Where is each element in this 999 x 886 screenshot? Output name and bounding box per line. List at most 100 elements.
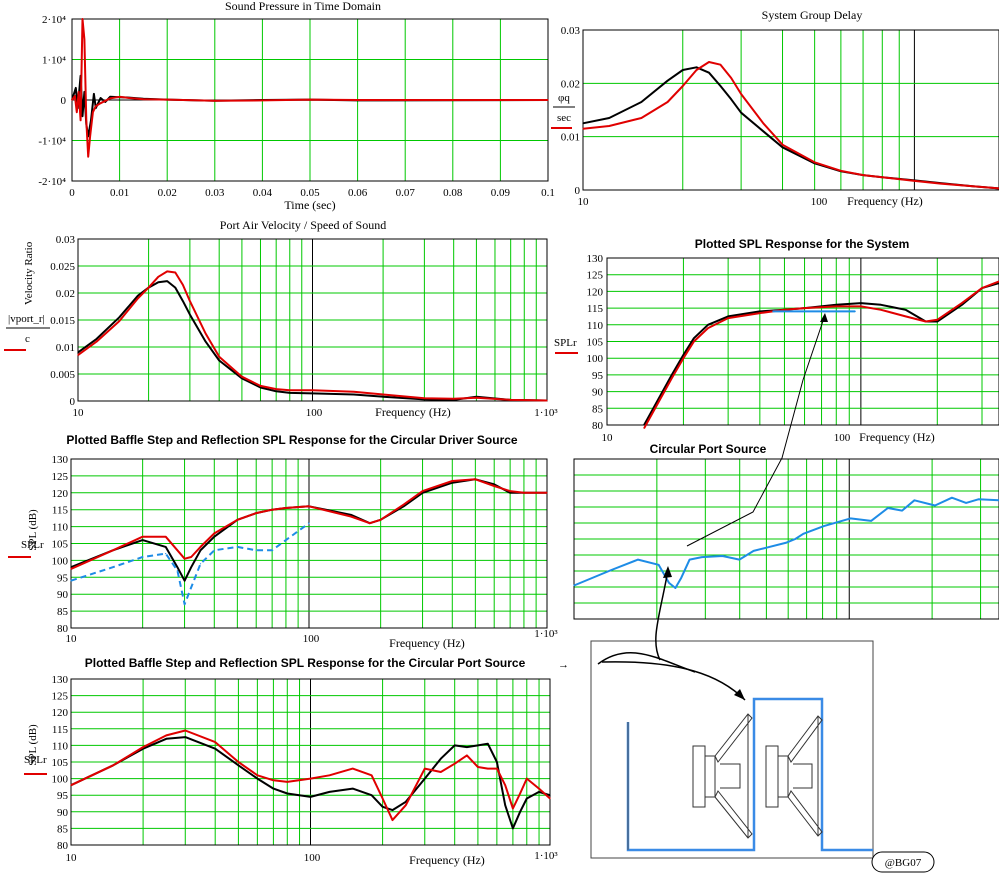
x-tick-label: 100	[304, 852, 321, 864]
driver-cone	[787, 790, 823, 837]
series-black	[582, 66, 999, 190]
data-point	[759, 310, 761, 312]
data-point	[184, 736, 186, 738]
series-red	[70, 729, 551, 822]
data-point	[785, 542, 788, 544]
data-point	[70, 568, 72, 570]
data-point	[190, 586, 192, 589]
data-point	[166, 280, 168, 282]
driver-magnet	[692, 745, 706, 808]
data-point	[881, 176, 883, 178]
data-point	[695, 69, 698, 71]
y-tick-label: 80	[57, 840, 69, 852]
driver-basket	[793, 763, 813, 789]
data-point	[781, 146, 784, 148]
x-tick-label: 0.07	[396, 187, 416, 199]
data-point	[214, 741, 216, 743]
y-axis-label: Velocity Ratio	[23, 241, 35, 305]
data-point	[241, 376, 243, 378]
y-axis-unit: sec	[557, 112, 571, 124]
y-axis-label: SPL (dB)	[27, 724, 39, 766]
data-point	[860, 305, 862, 307]
data-point	[707, 324, 709, 326]
data-point	[96, 338, 98, 340]
data-point	[538, 788, 540, 790]
data-point	[382, 806, 384, 808]
y-tick-label: 0.025	[50, 261, 75, 273]
data-point	[860, 302, 862, 304]
data-point	[311, 389, 314, 391]
data-point	[658, 401, 660, 403]
data-point	[89, 135, 91, 137]
data-point	[182, 300, 184, 302]
y-tick-label: 80	[592, 420, 604, 432]
data-point	[573, 584, 575, 587]
chart-time-domain: Sound Pressure in Time Domain 0 0.01 0.02 0.…	[38, 0, 555, 212]
chart-title: Sound Pressure in Time Domain	[225, 0, 381, 13]
data-point	[309, 99, 311, 101]
data-point	[236, 519, 238, 521]
data-point	[112, 764, 114, 766]
data-point	[730, 77, 732, 79]
x-tick-label: 10	[602, 432, 614, 444]
y-tick-label: 115	[52, 505, 69, 517]
y-tick-label: 130	[52, 454, 69, 466]
data-point	[753, 550, 755, 552]
data-point	[118, 316, 120, 318]
y-axis-label: φq	[558, 92, 570, 104]
data-point	[184, 603, 186, 605]
data-point	[74, 95, 76, 97]
data-point	[682, 354, 685, 356]
data-point	[166, 99, 168, 101]
x-axis-label: Time (sec)	[284, 198, 335, 212]
data-point	[77, 351, 79, 353]
data-point	[199, 549, 202, 551]
chart-title: Plotted SPL Response for the System	[695, 237, 910, 251]
data-point	[237, 761, 239, 763]
data-point	[176, 566, 178, 568]
y-tick-label: 125	[52, 471, 69, 483]
y-axis-label: SPLr	[554, 337, 577, 349]
data-point	[509, 490, 511, 492]
data-point	[137, 295, 139, 297]
data-point	[781, 144, 784, 146]
plot-frame	[606, 257, 999, 426]
data-point	[309, 796, 312, 798]
data-point	[762, 130, 764, 132]
data-point	[423, 397, 425, 399]
y-tick-label: 110	[587, 320, 604, 332]
data-point	[510, 399, 512, 401]
data-point	[189, 300, 191, 302]
data-point	[759, 312, 761, 314]
data-point	[783, 309, 786, 311]
data-point	[286, 781, 288, 783]
chart-port-velocity: Port Air Velocity / Speed of Sound 0.03 0.…	[4, 218, 558, 419]
data-point	[259, 386, 262, 389]
driver-magnet	[765, 745, 779, 808]
data-point	[668, 582, 670, 584]
data-point	[357, 99, 359, 101]
data-point	[794, 538, 796, 540]
y-tick-label: 105	[52, 757, 69, 769]
data-point	[353, 391, 355, 393]
y-tick-label: 115	[587, 303, 604, 315]
data-point	[504, 784, 506, 786]
data-point	[608, 117, 610, 119]
data-point	[640, 117, 643, 119]
data-point	[87, 156, 89, 158]
x-tick-label: 0.03	[205, 187, 225, 199]
y-tick-label: 125	[52, 691, 69, 703]
data-point	[272, 779, 274, 781]
data-point	[519, 792, 521, 795]
data-point	[546, 399, 548, 402]
y-tick-label: 85	[57, 823, 69, 835]
arrow-glyph: →	[558, 659, 569, 671]
data-point	[81, 115, 84, 117]
data-point	[92, 111, 94, 113]
y-axis-label: SPLr	[21, 539, 44, 551]
data-point	[708, 72, 710, 74]
data-point	[403, 504, 405, 506]
data-point	[309, 778, 312, 780]
data-point	[218, 356, 220, 358]
